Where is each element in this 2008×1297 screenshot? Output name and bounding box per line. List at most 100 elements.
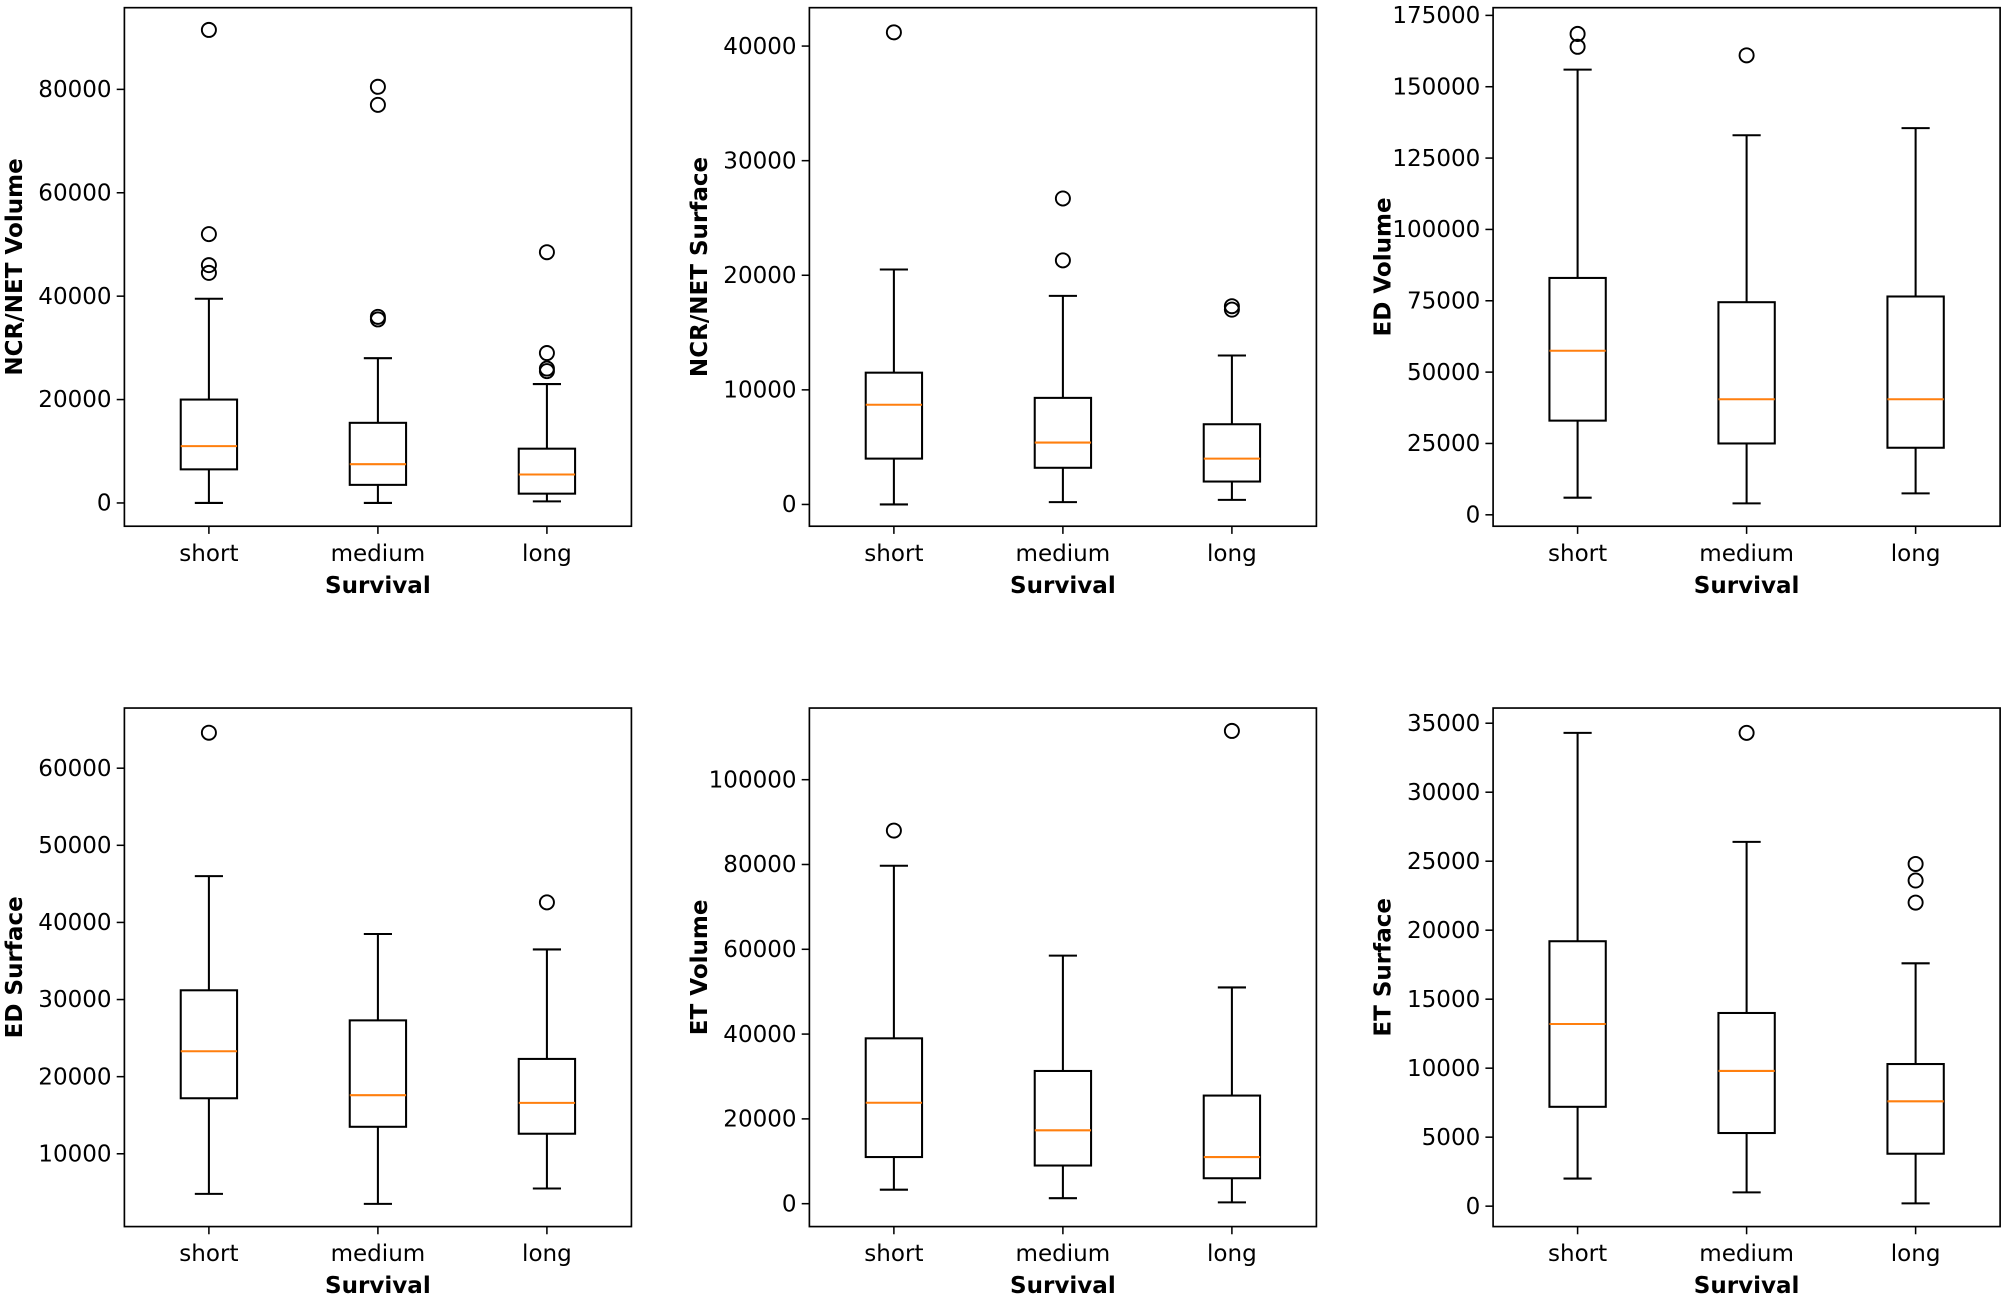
subplot-3: 0 25000 50000 75000 100000 125000 150000 175000… <box>1371 3 2001 599</box>
x-axis-label: Survival <box>1694 573 1800 599</box>
y-tick-label: 80000 <box>723 852 796 878</box>
x-tick-label: medium <box>331 541 426 567</box>
outlier-point <box>1738 724 1755 741</box>
iqr-box <box>348 1019 408 1128</box>
subplot-5: 0 20000 40000 60000 80000 100000 short medium lo… <box>687 707 1318 1297</box>
y-tick-label: 20000 <box>723 1107 796 1133</box>
outlier-point <box>200 264 217 281</box>
subplot-2: 0 10000 20000 30000 40000 short medium long Surv… <box>687 6 1318 599</box>
y-tick-label: 0 <box>782 1191 797 1217</box>
x-tick-label: short <box>179 1241 238 1267</box>
outlier-point <box>538 244 555 261</box>
x-tick-label: medium <box>331 1241 426 1267</box>
y-tick-label: 60000 <box>723 937 796 963</box>
x-axis-label: Survival <box>1010 573 1116 599</box>
y-tick-label: 30000 <box>723 148 796 174</box>
y-tick-label: 10000 <box>38 1141 111 1167</box>
x-axis-label: Survival <box>325 1273 431 1297</box>
y-tick-label: 80000 <box>38 77 111 103</box>
iqr-box <box>179 989 239 1100</box>
x-tick-label: medium <box>1699 1241 1794 1267</box>
y-tick-label: 25000 <box>1407 431 1480 457</box>
y-tick-label: 5000 <box>1422 1125 1481 1151</box>
box-long <box>517 244 577 503</box>
outlier-point <box>1223 298 1240 315</box>
outlier-point <box>200 257 217 274</box>
x-tick-label: medium <box>1016 541 1111 567</box>
outlier-point <box>1907 855 1924 872</box>
y-tick-label: 60000 <box>38 756 111 782</box>
x-tick-label: medium <box>1016 1241 1111 1267</box>
x-tick-label: long <box>1891 541 1941 567</box>
y-tick-label: 40000 <box>38 284 111 310</box>
y-tick-label: 25000 <box>1407 849 1480 875</box>
subplot-6: 0 5000 10000 15000 20000 25000 30000 35000 short… <box>1371 707 2001 1297</box>
y-tick-label: 0 <box>1466 502 1481 528</box>
y-tick-label: 40000 <box>723 1022 796 1048</box>
iqr-box <box>179 398 239 471</box>
y-tick-label: 20000 <box>723 263 796 289</box>
y-tick-label: 35000 <box>1407 711 1480 737</box>
outlier-point <box>538 894 555 911</box>
outlier-point <box>1054 190 1071 207</box>
box-long <box>1202 722 1262 1204</box>
outlier-point <box>538 345 555 362</box>
y-tick-label: 175000 <box>1392 3 1480 29</box>
x-axis-label: Survival <box>1010 1273 1116 1297</box>
outlier-point <box>1907 872 1924 889</box>
box-medium <box>1717 724 1776 1194</box>
iqr-box <box>1886 1063 1945 1155</box>
iqr-box <box>1886 295 1945 449</box>
y-tick-label: 0 <box>97 491 112 517</box>
y-tick-label: 0 <box>1466 1194 1481 1220</box>
y-tick-label: 100000 <box>709 767 797 793</box>
outlier-point <box>1569 38 1586 55</box>
outlier-point <box>1054 252 1071 269</box>
outlier-point <box>885 822 902 839</box>
box-medium <box>348 932 408 1205</box>
box-medium <box>1717 47 1776 505</box>
y-tick-label: 75000 <box>1407 288 1480 314</box>
y-tick-label: 15000 <box>1407 987 1480 1013</box>
x-tick-label: long <box>1891 1241 1941 1267</box>
subplot-1: 0 20000 40000 60000 80000 short medium long Surv… <box>2 6 633 599</box>
outlier-point <box>200 226 217 243</box>
outlier-point <box>1223 722 1240 739</box>
x-tick-label: short <box>864 541 923 567</box>
y-tick-label: 10000 <box>723 378 796 404</box>
iqr-box <box>517 1057 577 1135</box>
x-tick-label: long <box>1207 541 1257 567</box>
box-short <box>864 24 924 506</box>
x-axis-label: Survival <box>325 573 431 599</box>
y-tick-label: 100000 <box>1392 217 1480 243</box>
box-short <box>179 21 239 504</box>
outlier-point <box>1907 894 1924 911</box>
iqr-box <box>1202 1094 1262 1180</box>
y-axis-label: NCR/NET Surface <box>687 157 713 377</box>
outlier-point <box>369 78 386 95</box>
y-tick-label: 20000 <box>1407 918 1480 944</box>
y-tick-label: 10000 <box>1407 1056 1480 1082</box>
box-long <box>1886 127 1945 495</box>
y-tick-label: 50000 <box>1407 360 1480 386</box>
iqr-box <box>1548 276 1607 422</box>
x-tick-label: long <box>522 541 572 567</box>
x-tick-label: long <box>522 1241 572 1267</box>
y-tick-label: 20000 <box>38 1064 111 1090</box>
y-axis-label: ET Surface <box>1371 898 1397 1037</box>
y-tick-label: 60000 <box>38 180 111 206</box>
box-long <box>517 894 577 1190</box>
box-short <box>864 822 924 1191</box>
x-tick-label: short <box>179 541 238 567</box>
y-axis-label: NCR/NET Volume <box>2 158 28 375</box>
outlier-point <box>200 21 217 38</box>
iqr-box <box>864 371 924 460</box>
x-tick-label: medium <box>1699 541 1794 567</box>
iqr-box <box>517 447 577 495</box>
y-tick-label: 40000 <box>723 34 796 60</box>
box-medium <box>1033 190 1093 504</box>
outlier-point <box>369 308 386 325</box>
y-tick-label: 0 <box>782 492 797 518</box>
iqr-box <box>1202 423 1262 483</box>
